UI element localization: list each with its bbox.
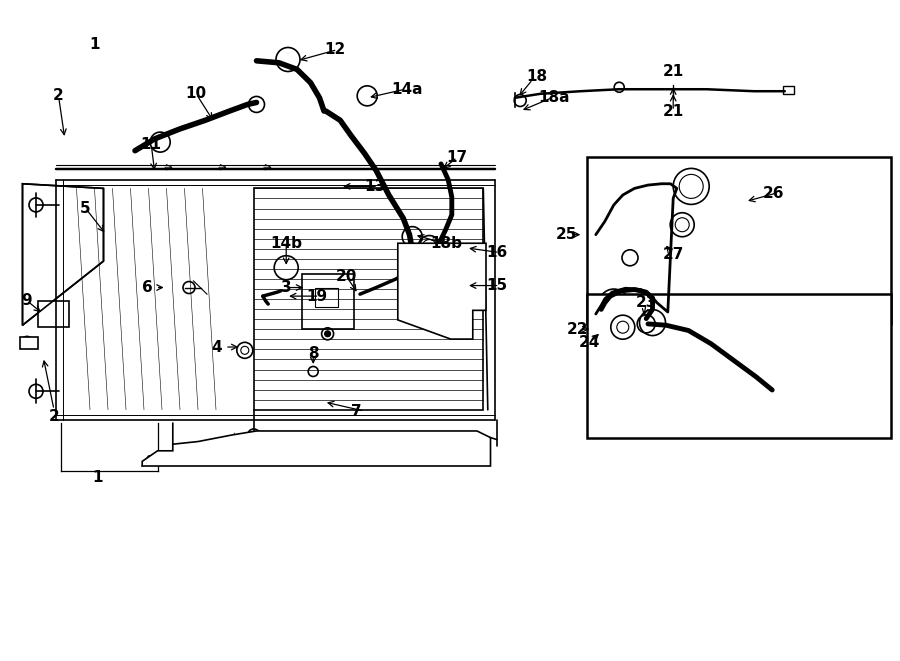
- Bar: [783, 86, 794, 94]
- Text: 13: 13: [364, 179, 385, 194]
- Bar: [254, 188, 483, 410]
- Text: 5: 5: [80, 201, 91, 215]
- Text: 8: 8: [308, 346, 319, 361]
- Polygon shape: [142, 431, 490, 466]
- Polygon shape: [22, 184, 104, 325]
- Text: 17: 17: [446, 150, 468, 165]
- Bar: [587, 157, 891, 324]
- Text: 1: 1: [89, 38, 100, 52]
- Text: 18: 18: [526, 69, 547, 83]
- Text: 7: 7: [351, 404, 362, 418]
- Bar: [302, 274, 354, 329]
- Circle shape: [325, 330, 330, 337]
- Text: 1: 1: [92, 470, 103, 485]
- Text: 11: 11: [140, 137, 162, 151]
- Bar: [38, 301, 69, 327]
- Text: 19: 19: [306, 289, 327, 303]
- Text: 21: 21: [662, 64, 684, 79]
- Text: 9: 9: [22, 293, 32, 308]
- Text: 27: 27: [662, 247, 684, 262]
- Text: 18a: 18a: [538, 91, 570, 105]
- Text: 25: 25: [556, 227, 578, 242]
- Bar: [587, 294, 891, 438]
- Text: 22: 22: [567, 322, 589, 336]
- Text: 24: 24: [579, 335, 600, 350]
- Text: 12: 12: [324, 42, 346, 57]
- Text: 4: 4: [212, 340, 222, 354]
- Text: 14b: 14b: [270, 236, 302, 251]
- Bar: [315, 288, 338, 307]
- Text: 2: 2: [53, 89, 64, 103]
- Text: 18b: 18b: [430, 236, 463, 251]
- Text: 21: 21: [662, 104, 684, 118]
- Text: 2: 2: [49, 409, 59, 424]
- Bar: [20, 337, 38, 349]
- Text: 14a: 14a: [392, 82, 423, 97]
- Text: 3: 3: [281, 280, 292, 295]
- Text: 6: 6: [142, 280, 153, 295]
- Text: 10: 10: [185, 87, 207, 101]
- Text: 26: 26: [763, 186, 785, 200]
- Polygon shape: [398, 243, 486, 339]
- Text: 15: 15: [486, 278, 507, 293]
- Text: 20: 20: [336, 269, 357, 284]
- Text: 23: 23: [635, 295, 657, 310]
- Text: 16: 16: [486, 245, 508, 260]
